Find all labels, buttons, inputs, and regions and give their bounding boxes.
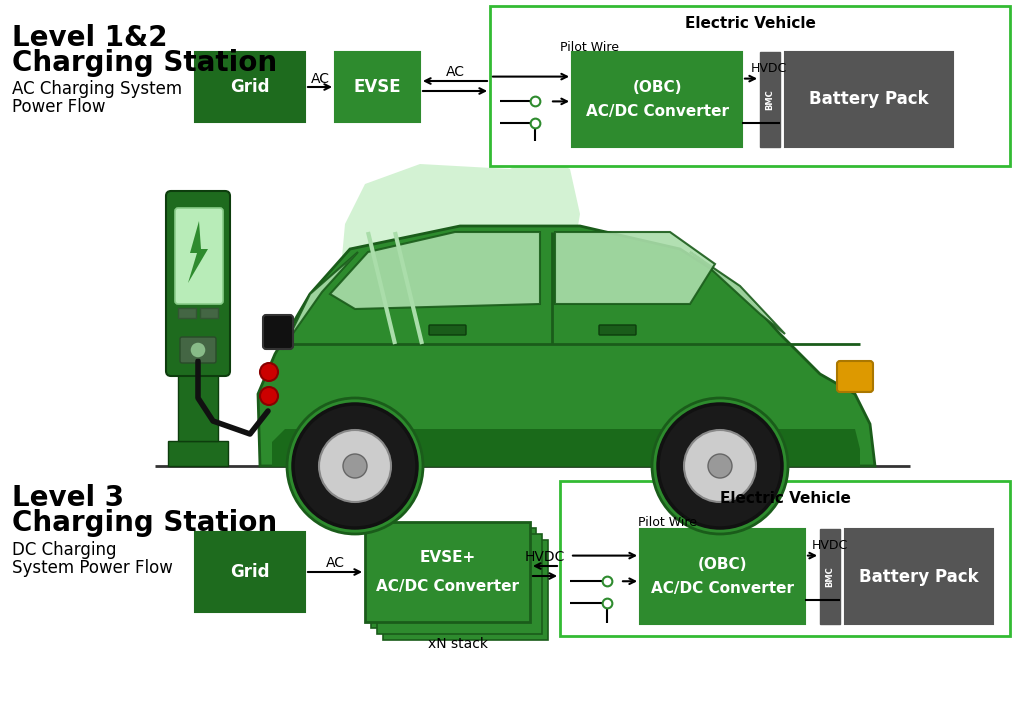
Text: Electric Vehicle: Electric Vehicle [720, 491, 851, 506]
Circle shape [652, 398, 788, 534]
Bar [195, 52, 305, 122]
Bar [365, 522, 530, 622]
Text: BMC: BMC [825, 566, 835, 587]
Bar [178, 361, 218, 441]
Text: AC/DC Converter: AC/DC Converter [651, 581, 794, 596]
Circle shape [287, 398, 423, 534]
Bar [845, 529, 993, 624]
Text: AC: AC [445, 65, 465, 79]
Polygon shape [690, 252, 785, 334]
FancyBboxPatch shape [263, 315, 293, 349]
Bar [371, 528, 536, 628]
Text: AC/DC Converter: AC/DC Converter [586, 104, 728, 119]
Bar [785, 52, 953, 147]
Text: EVSE: EVSE [353, 78, 401, 96]
Text: (OBC): (OBC) [697, 557, 748, 572]
FancyBboxPatch shape [599, 325, 636, 335]
Text: Charging Station: Charging Station [12, 509, 278, 537]
Circle shape [343, 454, 367, 478]
Polygon shape [330, 232, 540, 309]
Text: DC Charging: DC Charging [12, 541, 117, 559]
Text: Electric Vehicle: Electric Vehicle [685, 16, 815, 31]
Circle shape [658, 404, 782, 528]
FancyBboxPatch shape [837, 361, 873, 392]
Bar [572, 52, 742, 147]
Polygon shape [188, 221, 208, 283]
Bar [760, 52, 780, 147]
Polygon shape [258, 226, 874, 466]
Text: HVDC: HVDC [812, 539, 848, 552]
Bar [377, 534, 542, 634]
Text: Battery Pack: Battery Pack [859, 568, 979, 586]
Text: (OBC): (OBC) [632, 80, 682, 95]
Polygon shape [272, 429, 860, 466]
FancyBboxPatch shape [175, 208, 223, 304]
Text: AC Charging System: AC Charging System [12, 80, 182, 98]
Circle shape [319, 430, 391, 502]
FancyBboxPatch shape [166, 191, 230, 376]
Polygon shape [340, 154, 580, 404]
Circle shape [708, 454, 732, 478]
Text: AC: AC [326, 556, 344, 570]
Text: HVDC: HVDC [525, 550, 565, 564]
Bar [335, 52, 420, 122]
Text: Battery Pack: Battery Pack [809, 90, 929, 109]
FancyBboxPatch shape [180, 337, 216, 363]
Bar [820, 529, 840, 624]
Text: Grid: Grid [230, 563, 269, 581]
Text: AC/DC Converter: AC/DC Converter [376, 578, 519, 594]
FancyBboxPatch shape [429, 325, 466, 335]
Bar [490, 6, 1010, 166]
Bar [560, 481, 1010, 636]
Text: Grid: Grid [230, 78, 269, 96]
Polygon shape [282, 252, 358, 349]
Text: System Power Flow: System Power Flow [12, 559, 173, 577]
Bar [195, 532, 305, 612]
Circle shape [260, 363, 278, 381]
Bar [640, 529, 805, 624]
Bar [383, 540, 548, 640]
Polygon shape [555, 232, 715, 304]
Circle shape [684, 430, 756, 502]
Bar [178, 308, 196, 318]
Text: Pilot Wire: Pilot Wire [560, 41, 618, 54]
Circle shape [190, 342, 206, 358]
Bar [168, 441, 228, 466]
Bar [200, 308, 218, 318]
Text: Pilot Wire: Pilot Wire [638, 516, 697, 529]
Text: Power Flow: Power Flow [12, 98, 105, 116]
Text: Level 3: Level 3 [12, 484, 124, 512]
Text: HVDC: HVDC [751, 62, 787, 75]
Text: xN stack: xN stack [427, 637, 487, 651]
Text: BMC: BMC [766, 89, 774, 110]
Circle shape [260, 387, 278, 405]
Circle shape [293, 404, 417, 528]
Text: Charging Station: Charging Station [12, 49, 278, 77]
Text: EVSE+: EVSE+ [420, 550, 475, 565]
Text: AC: AC [310, 72, 330, 86]
Text: Level 1&2: Level 1&2 [12, 24, 168, 52]
